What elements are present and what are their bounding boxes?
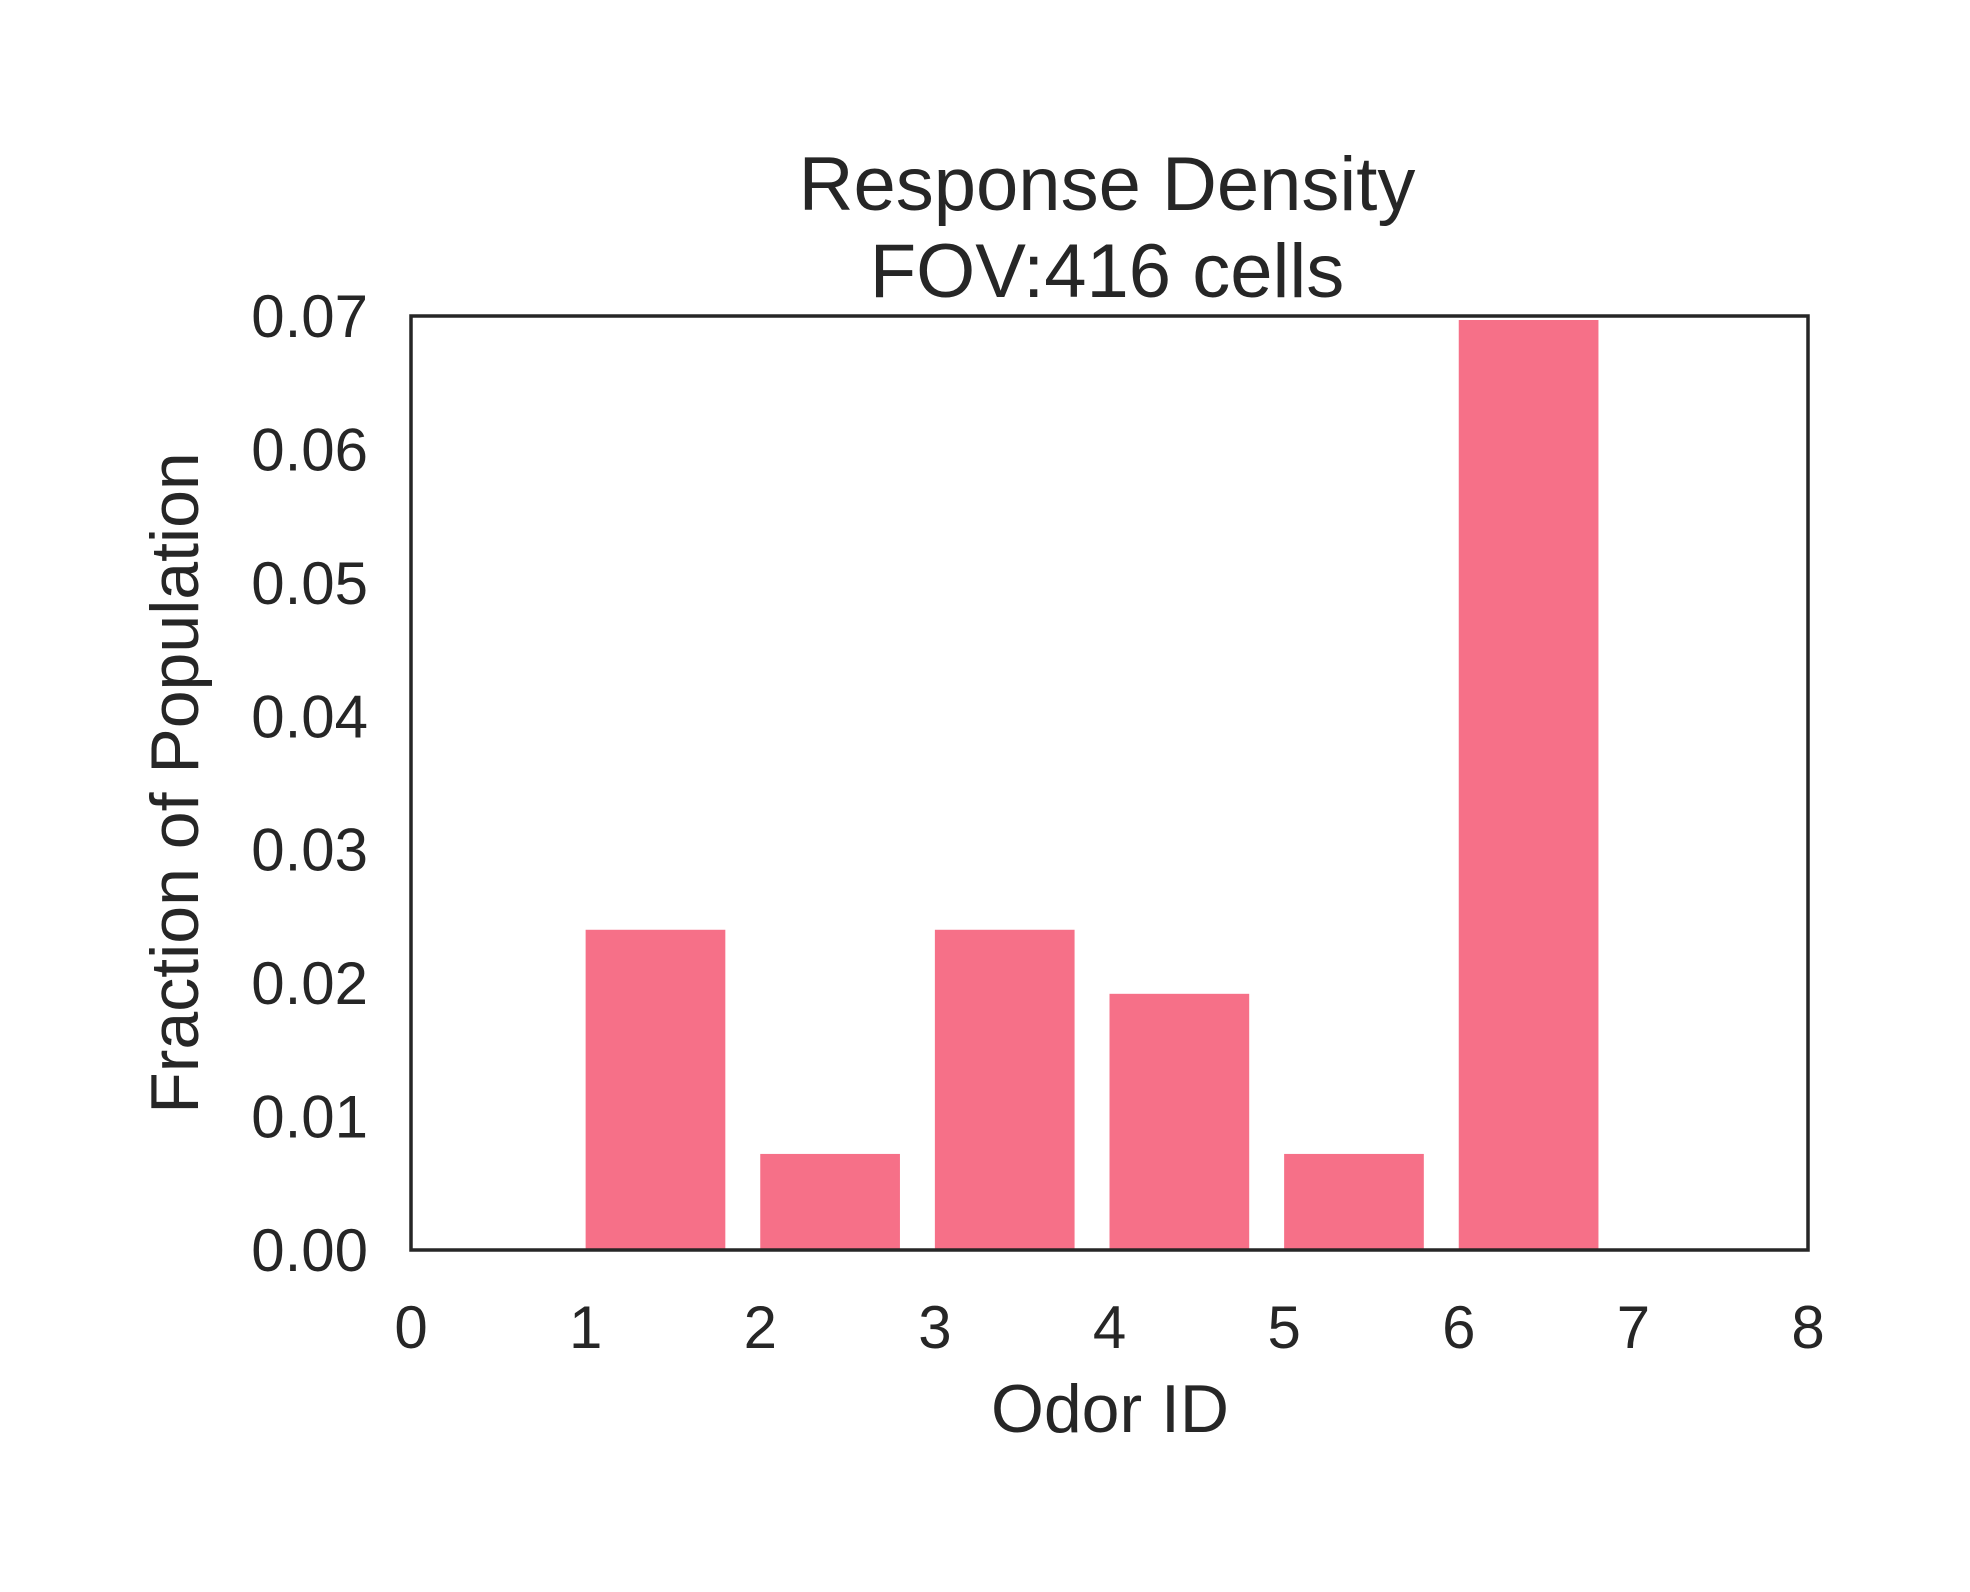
y-tick-label: 0.00	[251, 1217, 368, 1284]
x-tick-label: 0	[394, 1294, 427, 1361]
y-axis-label: Fraction of Population	[137, 452, 213, 1114]
x-tick-label: 7	[1617, 1294, 1650, 1361]
x-tick-label: 8	[1791, 1294, 1824, 1361]
x-tick-label: 2	[744, 1294, 777, 1361]
bar-odor-2	[760, 1153, 900, 1250]
x-axis-label: Odor ID	[991, 1371, 1229, 1447]
plot-frame	[409, 314, 1810, 1252]
x-tick-label: 3	[918, 1294, 951, 1361]
x-tick-label: 6	[1442, 1294, 1475, 1361]
x-tick-labels: 0 1 2 3 4 5 6 7 8	[394, 1294, 1824, 1361]
bar-odor-5	[1284, 1153, 1424, 1250]
x-tick-label: 1	[569, 1294, 602, 1361]
chart-title-line-1: Response Density	[799, 142, 1416, 227]
bar-odor-4	[1109, 993, 1250, 1250]
y-tick-label: 0.04	[251, 683, 368, 750]
y-tick-label: 0.07	[251, 283, 368, 350]
y-tick-label: 0.03	[251, 817, 368, 884]
bar-odor-6	[1458, 320, 1599, 1250]
y-tick-label: 0.06	[251, 416, 368, 483]
y-tick-labels: 0.00 0.01 0.02 0.03 0.04 0.05 0.06 0.07	[251, 283, 368, 1284]
y-tick-label: 0.05	[251, 550, 368, 617]
y-tick-label: 0.02	[251, 950, 368, 1017]
bar-odor-1	[585, 929, 726, 1250]
bar-odor-3	[934, 929, 1075, 1250]
x-tick-label: 4	[1093, 1294, 1126, 1361]
bars-layer	[585, 320, 1599, 1250]
y-tick-label: 0.01	[251, 1084, 368, 1151]
x-tick-label: 5	[1267, 1294, 1300, 1361]
chart-title-line-2: FOV:416 cells	[870, 229, 1344, 314]
